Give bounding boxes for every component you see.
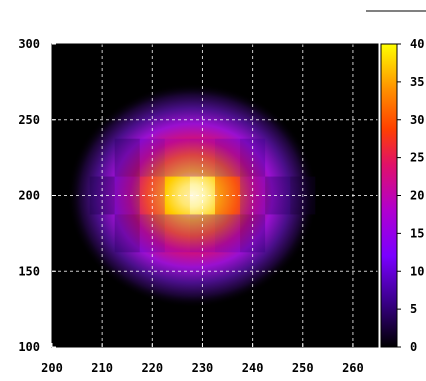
colorbar-tick-label: 40 <box>410 37 424 51</box>
y-tick-label: 250 <box>18 113 40 127</box>
heatmap-cell <box>215 214 241 253</box>
x-tick-label: 200 <box>41 361 63 375</box>
y-tick-label: 150 <box>18 264 40 278</box>
y-tick-label: 100 <box>18 340 40 354</box>
colorbar-tick-label: 15 <box>410 226 424 240</box>
x-tick-label: 240 <box>242 361 264 375</box>
colorbar-tick-label: 5 <box>410 302 417 316</box>
colorbar-tick-label: 35 <box>410 75 424 89</box>
heatmap-cell <box>114 138 140 177</box>
x-tick-label: 230 <box>192 361 214 375</box>
x-tick-label: 210 <box>91 361 113 375</box>
heatmap-cell <box>114 214 140 253</box>
heatmap-cell <box>164 214 190 253</box>
heatmap-cell <box>164 138 190 177</box>
colorbar-tick-label: 25 <box>410 151 424 165</box>
x-axis-ticks: 200 210 220 230 240 250 260 <box>41 343 364 375</box>
y-tick-label: 300 <box>18 37 40 51</box>
colorbar-tick-label: 20 <box>410 189 424 203</box>
y-tick-label: 200 <box>18 189 40 203</box>
y-axis-ticks: 100 150 200 250 300 <box>18 37 56 354</box>
colorbar <box>380 43 398 348</box>
colorbar-tick-label: 30 <box>410 113 424 127</box>
x-tick-label: 220 <box>141 361 163 375</box>
colorbar-tick-label: 10 <box>410 264 424 278</box>
colorbar-ticks: 0 5 10 15 20 25 30 35 40 <box>397 37 424 354</box>
x-tick-label: 260 <box>342 361 364 375</box>
heatmap-cell <box>215 138 241 177</box>
x-tick-label: 250 <box>292 361 314 375</box>
colorbar-tick-label: 0 <box>410 340 417 354</box>
grid-lines <box>52 44 378 347</box>
